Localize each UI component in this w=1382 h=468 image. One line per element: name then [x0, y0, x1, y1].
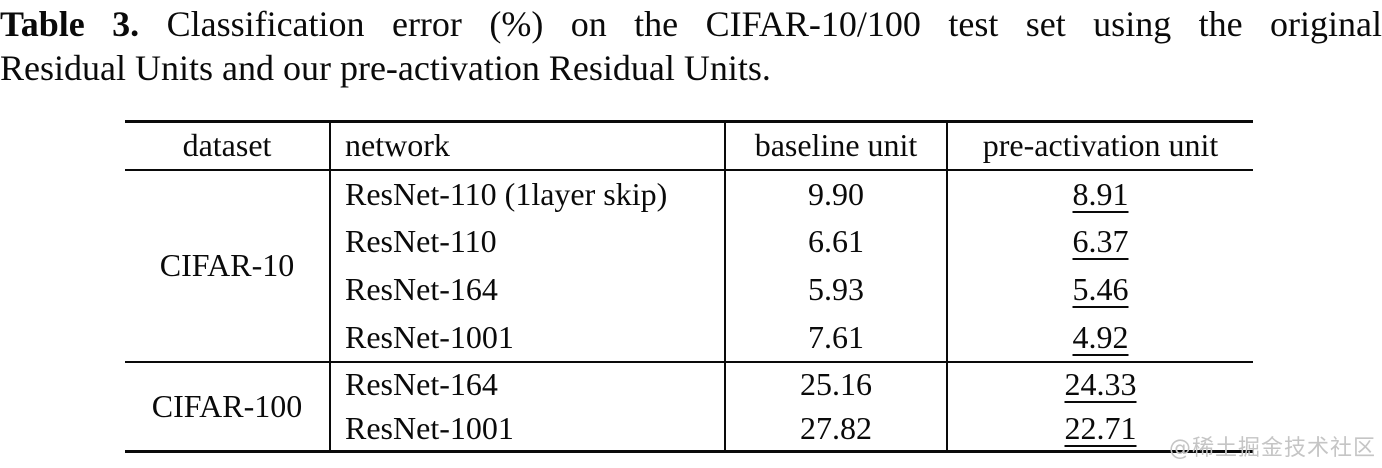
- preactivation-value: 6.37: [1072, 223, 1129, 259]
- baseline-cell: 9.90: [725, 169, 948, 218]
- preactivation-value: 8.91: [1072, 175, 1129, 212]
- baseline-cell: 7.61: [725, 313, 948, 362]
- caption-text: Classification error (%) on the CIFAR-10…: [166, 4, 1382, 44]
- baseline-cell: 6.61: [725, 217, 948, 266]
- network-cell: ResNet-110: [330, 217, 726, 266]
- table-row: ResNet-110 6.61 6.37: [125, 217, 1253, 266]
- network-cell: ResNet-164: [330, 265, 726, 314]
- network-cell: ResNet-164: [330, 360, 726, 407]
- caption-line-2: Residual Units and our pre-activation Re…: [0, 48, 771, 88]
- column-header-dataset: dataset: [125, 121, 331, 171]
- network-cell: ResNet-1001: [330, 406, 726, 452]
- results-table: dataset network baseline unit pre-activa…: [125, 120, 1253, 453]
- network-cell: ResNet-1001: [330, 313, 726, 362]
- table-row: ResNet-1001 27.82 22.71: [125, 406, 1253, 452]
- preactivation-value: 4.92: [1072, 318, 1129, 355]
- column-header-preactivation-unit: pre-activation unit: [947, 121, 1253, 171]
- preactivation-value: 22.71: [1064, 409, 1137, 446]
- baseline-cell: 5.93: [725, 265, 948, 314]
- caption-table-label: Table 3.: [0, 4, 140, 44]
- network-cell: ResNet-110 (1layer skip): [330, 169, 726, 218]
- watermark: @稀土掘金技术社区: [1168, 436, 1376, 461]
- preactivation-cell: 24.33: [947, 360, 1253, 407]
- table-row: CIFAR-10 ResNet-110 (1layer skip) 9.90 8…: [125, 169, 1253, 362]
- caption-line-1: Table 3. Classification error (%) on the…: [0, 2, 1382, 46]
- preactivation-cell: 4.92: [947, 314, 1253, 362]
- baseline-cell: 27.82: [725, 406, 948, 452]
- header-row: dataset network baseline unit pre-activa…: [125, 121, 1253, 171]
- column-header-baseline-unit: baseline unit: [725, 121, 948, 171]
- dataset-cell-cifar10: CIFAR-10: [125, 169, 331, 362]
- table-row: CIFAR-100 ResNet-164 25.16 24.33: [125, 360, 1253, 452]
- preactivation-value: 5.46: [1072, 271, 1129, 307]
- table-caption: Table 3. Classification error (%) on the…: [0, 2, 1382, 90]
- table-row: ResNet-164 5.93 5.46: [125, 265, 1253, 314]
- baseline-cell: 25.16: [725, 360, 948, 407]
- column-header-network: network: [330, 121, 726, 171]
- dataset-cell-cifar100: CIFAR-100: [125, 360, 331, 452]
- preactivation-cell: 8.91: [947, 170, 1253, 218]
- table-row: ResNet-1001 7.61 4.92: [125, 313, 1253, 362]
- preactivation-cell: 22.71: [947, 407, 1253, 452]
- preactivation-cell: 6.37: [947, 218, 1253, 266]
- preactivation-cell: 5.46: [947, 266, 1253, 314]
- preactivation-value: 24.33: [1064, 366, 1137, 402]
- results-table-container: dataset network baseline unit pre-activa…: [125, 120, 1253, 453]
